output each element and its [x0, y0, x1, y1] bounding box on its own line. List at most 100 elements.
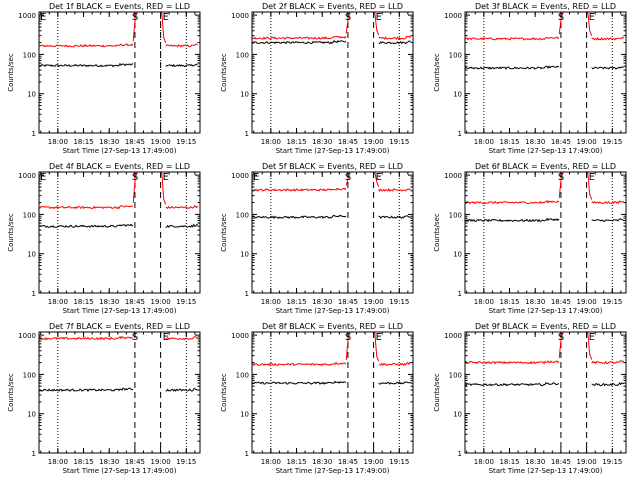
events-series-line: [464, 65, 560, 70]
events-series-line: [38, 62, 134, 68]
panel-title: Det 7f BLACK = Events, RED = LLD: [49, 322, 190, 331]
events-series-line: [251, 380, 347, 385]
x-tick-label: 19:15: [389, 298, 409, 306]
x-tick-label: 19:15: [602, 458, 622, 466]
x-tick-label: 19:15: [389, 138, 409, 146]
plot-frame: [38, 171, 201, 294]
detector-panel-7: Det 7f BLACK = Events, RED = LLD Counts/s…: [7, 322, 201, 475]
end-marker: E: [589, 332, 595, 343]
detector-panel-2: Det 2f BLACK = Events, RED = LLD Counts/s…: [220, 2, 414, 155]
events-series-line: [591, 382, 624, 387]
events-series-line: [464, 381, 560, 387]
x-tick-label: 19:00: [364, 298, 384, 306]
panel-title: Det 4f BLACK = Events, RED = LLD: [49, 162, 190, 171]
plot-frame: [251, 331, 414, 454]
y-tick-label: 1: [32, 130, 36, 138]
x-tick-label: 18:15: [499, 298, 519, 306]
y-tick-label: 1000: [231, 12, 249, 20]
x-tick-label: 18:00: [474, 138, 494, 146]
events-series-line: [251, 39, 347, 45]
lld-series-line: [464, 360, 560, 365]
x-tick-label: 18:00: [48, 458, 68, 466]
x-tick-label: 18:45: [338, 138, 358, 146]
detector-panel-5: Det 5f BLACK = Events, RED = LLD Counts/s…: [220, 162, 414, 315]
lld-series-line: [464, 36, 560, 41]
panel-title: Det 3f BLACK = Events, RED = LLD: [475, 2, 616, 11]
x-axis-label: Start Time (27-Sep-13 17:49:00): [489, 467, 603, 475]
events-series-line: [378, 381, 411, 385]
x-tick-label: 18:30: [99, 298, 119, 306]
x-tick-label: 18:45: [125, 138, 145, 146]
end-marker: E: [163, 172, 169, 183]
x-tick-label: 18:45: [551, 458, 571, 466]
x-axis-label: Start Time (27-Sep-13 17:49:00): [489, 147, 603, 155]
y-tick-label: 1000: [231, 172, 249, 180]
y-tick-label: 1000: [444, 12, 462, 20]
x-tick-label: 19:15: [602, 298, 622, 306]
lld-series-line: [38, 205, 134, 210]
end-marker: E: [376, 332, 382, 343]
y-axis-label: Counts/sec: [220, 53, 228, 92]
lld-series-line: [251, 35, 347, 40]
plot-frame: [251, 171, 414, 294]
plot-frame: [464, 171, 627, 294]
x-tick-label: 19:00: [577, 458, 597, 466]
y-tick-label: 100: [23, 371, 36, 379]
y-tick-label: 1: [245, 130, 249, 138]
y-tick-label: 1000: [18, 12, 36, 20]
x-tick-label: 18:00: [261, 458, 281, 466]
x-tick-label: 19:00: [364, 138, 384, 146]
y-tick-label: 10: [453, 411, 462, 419]
y-tick-label: 10: [453, 251, 462, 259]
x-tick-label: 19:15: [176, 458, 196, 466]
x-axis-label: Start Time (27-Sep-13 17:49:00): [489, 307, 603, 315]
start-marker: S: [132, 172, 138, 183]
y-tick-label: 100: [236, 211, 249, 219]
x-tick-label: 19:00: [577, 298, 597, 306]
y-tick-label: 10: [27, 251, 36, 259]
end-marker: E: [376, 12, 382, 23]
lld-series-line: [378, 35, 412, 40]
lld-series-line: [378, 361, 411, 367]
start-marker: S: [558, 332, 564, 343]
y-tick-label: 1: [245, 450, 249, 458]
x-tick-label: 19:15: [176, 138, 196, 146]
x-tick-label: 18:45: [338, 298, 358, 306]
events-series-line: [165, 388, 198, 392]
y-tick-label: 1000: [231, 332, 249, 340]
y-tick-label: 1: [458, 130, 462, 138]
x-tick-label: 19:00: [151, 298, 171, 306]
x-axis-label: Start Time (27-Sep-13 17:49:00): [276, 467, 390, 475]
x-tick-label: 19:15: [176, 298, 196, 306]
y-tick-label: 1000: [444, 332, 462, 340]
x-tick-label: 19:00: [577, 138, 597, 146]
events-series-line: [165, 63, 198, 68]
y-tick-label: 1: [32, 290, 36, 298]
plot-frame: [251, 11, 414, 134]
y-tick-label: 1: [32, 450, 36, 458]
end-marker: E: [163, 12, 169, 23]
x-tick-label: 18:45: [551, 298, 571, 306]
x-tick-label: 19:15: [602, 138, 622, 146]
events-series-line: [378, 40, 411, 45]
plot-frame: [38, 11, 201, 134]
detector-panel-8: Det 8f BLACK = Events, RED = LLD Counts/s…: [220, 322, 414, 475]
x-tick-label: 18:45: [125, 458, 145, 466]
x-tick-label: 18:45: [551, 138, 571, 146]
x-tick-label: 18:30: [525, 138, 545, 146]
y-tick-label: 100: [23, 211, 36, 219]
detector-panel-1: Det 1f BLACK = Events, RED = LLD Counts/s…: [7, 2, 201, 155]
lld-series-line: [591, 36, 625, 41]
panel-title: Det 1f BLACK = Events, RED = LLD: [49, 2, 190, 11]
end-marker: E: [40, 12, 46, 23]
end-marker: E: [40, 172, 46, 183]
lld-series-line: [591, 360, 625, 365]
end-marker: E: [253, 172, 259, 183]
x-tick-label: 18:00: [261, 298, 281, 306]
x-axis-label: Start Time (27-Sep-13 17:49:00): [63, 307, 177, 315]
lld-series-line: [165, 336, 198, 341]
y-tick-label: 1000: [444, 172, 462, 180]
x-tick-label: 18:30: [312, 458, 332, 466]
x-tick-label: 18:00: [48, 298, 68, 306]
